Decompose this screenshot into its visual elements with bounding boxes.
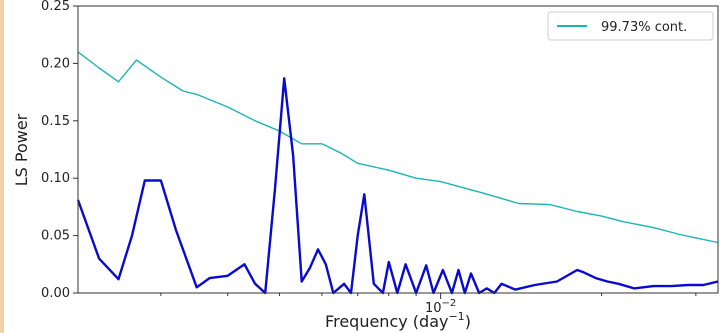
y-tick-label-4: 0.20 bbox=[41, 56, 70, 71]
x-tick-label-0: 10−2 bbox=[425, 298, 456, 316]
y-tick-label-1: 0.05 bbox=[41, 229, 70, 244]
axis-ticks: 0.00 0.05 0.10 0.15 0.20 0.25 10−2 bbox=[41, 0, 697, 316]
ls-power-line bbox=[76, 77, 719, 295]
plot-frame bbox=[77, 5, 719, 294]
confidence-line bbox=[77, 51, 719, 244]
y-tick-label-2: 0.10 bbox=[41, 171, 70, 186]
x-axis-label: Frequency (day−1) bbox=[325, 310, 471, 331]
y-tick-label-0: 0.00 bbox=[41, 286, 70, 301]
left-edge-strip bbox=[0, 0, 4, 333]
legend-box bbox=[547, 11, 714, 41]
legend: 99.73% cont. bbox=[547, 11, 714, 41]
series-lines bbox=[76, 51, 719, 295]
y-axis-label: LS Power bbox=[12, 113, 31, 186]
y-tick-label-5: 0.25 bbox=[41, 0, 70, 14]
legend-label: 99.73% cont. bbox=[601, 20, 687, 35]
y-tick-label-3: 0.15 bbox=[41, 114, 70, 129]
